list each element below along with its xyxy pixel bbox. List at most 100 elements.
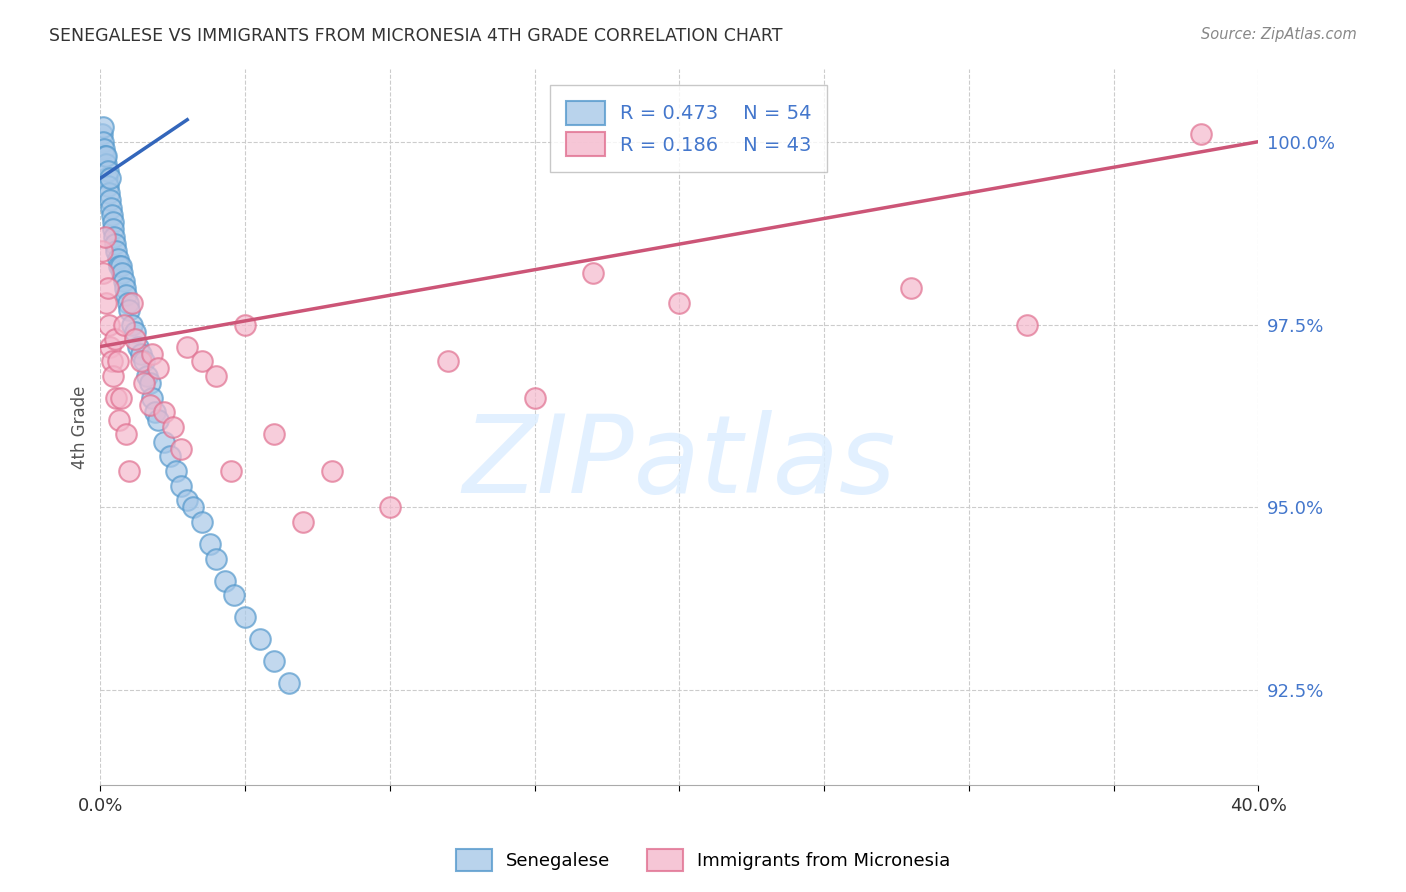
Point — [105, 391, 128, 405]
Point — [135, 368, 157, 383]
Point — [205, 368, 228, 383]
Point — [110, 391, 132, 405]
Point — [93, 142, 115, 156]
Point — [118, 464, 141, 478]
Point — [98, 186, 121, 200]
Point — [436, 354, 458, 368]
Point — [115, 288, 138, 302]
Point — [98, 171, 121, 186]
Point — [93, 229, 115, 244]
Point — [263, 427, 285, 442]
Point — [190, 515, 212, 529]
Point — [112, 318, 135, 332]
Text: Source: ZipAtlas.com: Source: ZipAtlas.com — [1201, 27, 1357, 42]
Point — [94, 156, 117, 170]
Y-axis label: 4th Grade: 4th Grade — [72, 385, 89, 468]
Point — [132, 354, 155, 368]
Point — [181, 500, 204, 515]
Point — [292, 515, 315, 529]
Point — [107, 252, 129, 266]
Point — [124, 332, 146, 346]
Point — [1189, 128, 1212, 142]
Point — [103, 222, 125, 236]
Point — [96, 171, 118, 186]
Point — [249, 632, 271, 647]
Point — [108, 412, 131, 426]
Point — [127, 339, 149, 353]
Point — [100, 193, 122, 207]
Point — [111, 266, 134, 280]
Point — [104, 332, 127, 346]
Point — [214, 574, 236, 588]
Point — [668, 295, 690, 310]
Point — [170, 478, 193, 492]
Point — [121, 295, 143, 310]
Point — [117, 295, 139, 310]
Point — [114, 281, 136, 295]
Point — [233, 318, 256, 332]
Point — [97, 281, 120, 295]
Point — [103, 229, 125, 244]
Text: SENEGALESE VS IMMIGRANTS FROM MICRONESIA 4TH GRADE CORRELATION CHART: SENEGALESE VS IMMIGRANTS FROM MICRONESIA… — [49, 27, 783, 45]
Point — [523, 391, 546, 405]
Point — [124, 325, 146, 339]
Point — [138, 398, 160, 412]
Point — [162, 420, 184, 434]
Legend: R = 0.473    N = 54, R = 0.186    N = 43: R = 0.473 N = 54, R = 0.186 N = 43 — [550, 86, 827, 172]
Point — [159, 449, 181, 463]
Legend: Senegalese, Immigrants from Micronesia: Senegalese, Immigrants from Micronesia — [449, 842, 957, 879]
Point — [104, 237, 127, 252]
Point — [100, 339, 122, 353]
Point — [101, 215, 124, 229]
Point — [205, 551, 228, 566]
Point — [94, 295, 117, 310]
Point — [263, 654, 285, 668]
Point — [219, 464, 242, 478]
Text: ZIPatlas: ZIPatlas — [463, 410, 896, 516]
Point — [107, 354, 129, 368]
Point — [153, 434, 176, 449]
Point — [91, 266, 114, 280]
Point — [121, 318, 143, 332]
Point — [378, 500, 401, 515]
Point — [277, 676, 299, 690]
Point — [115, 427, 138, 442]
Point — [190, 354, 212, 368]
Point — [93, 149, 115, 163]
Point — [141, 347, 163, 361]
Point — [112, 274, 135, 288]
Point — [105, 244, 128, 259]
Point — [148, 412, 170, 426]
Point — [900, 281, 922, 295]
Point — [165, 464, 187, 478]
Point — [143, 405, 166, 419]
Point — [90, 128, 112, 142]
Point — [321, 464, 343, 478]
Point — [118, 302, 141, 317]
Point — [176, 493, 198, 508]
Point — [222, 588, 245, 602]
Point — [148, 361, 170, 376]
Point — [176, 339, 198, 353]
Point — [129, 347, 152, 361]
Point — [101, 208, 124, 222]
Point — [200, 537, 222, 551]
Point — [132, 376, 155, 390]
Point — [91, 120, 114, 134]
Point — [108, 259, 131, 273]
Point — [153, 405, 176, 419]
Point — [94, 149, 117, 163]
Point — [101, 354, 124, 368]
Point — [141, 391, 163, 405]
Point — [233, 610, 256, 624]
Point — [103, 368, 125, 383]
Point — [138, 376, 160, 390]
Point — [97, 164, 120, 178]
Point — [110, 259, 132, 273]
Point — [129, 354, 152, 368]
Point — [90, 244, 112, 259]
Point — [581, 266, 603, 280]
Point — [1015, 318, 1038, 332]
Point — [98, 318, 121, 332]
Point — [97, 178, 120, 193]
